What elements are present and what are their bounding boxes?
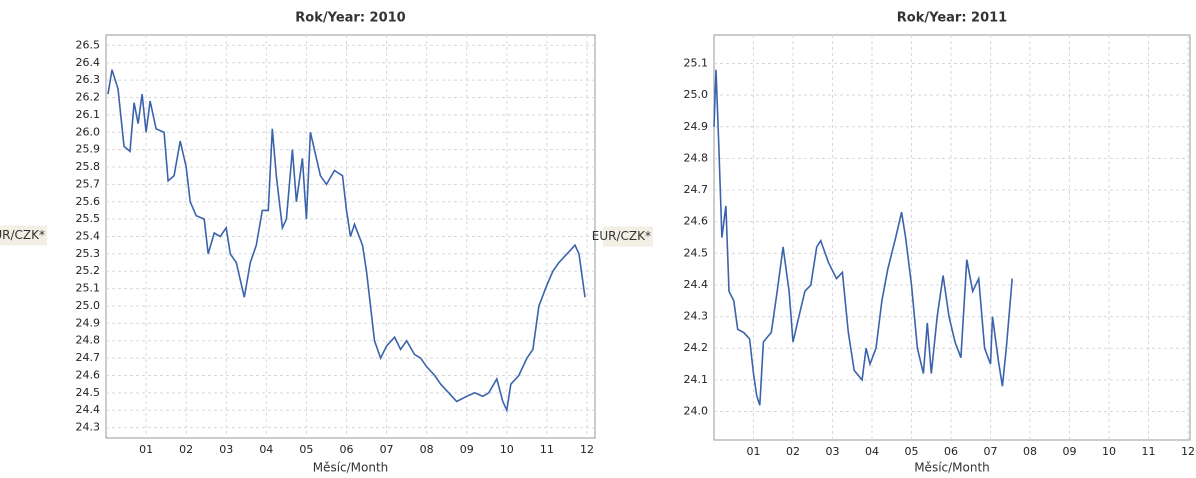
- y-tick-label: 25.1: [684, 56, 709, 69]
- x-tick-label: 09: [460, 443, 474, 456]
- y-tick-label: 25.9: [76, 143, 101, 156]
- x-tick-label: 01: [139, 443, 153, 456]
- y-tick-label: 24.7: [76, 351, 101, 364]
- x-tick-label: 09: [1063, 445, 1077, 458]
- x-tick-label: 10: [500, 443, 514, 456]
- data-line: [713, 69, 1013, 406]
- y-tick-label: 24.5: [76, 386, 101, 399]
- y-tick-label: 24.2: [684, 341, 709, 354]
- x-tick-label: 04: [865, 445, 879, 458]
- y-tick-label: 25.0: [684, 88, 709, 101]
- x-tick-label: 06: [944, 445, 958, 458]
- y-axis-title: EUR/CZK*: [592, 229, 651, 243]
- x-tick-label: 06: [339, 443, 353, 456]
- x-tick-label: 08: [1023, 445, 1037, 458]
- x-tick-label: 01: [747, 445, 761, 458]
- y-tick-label: 24.8: [76, 334, 101, 347]
- x-tick-label: 04: [259, 443, 273, 456]
- y-tick-label: 26.5: [76, 38, 101, 51]
- x-tick-label: 02: [786, 445, 800, 458]
- x-tick-label: 11: [540, 443, 554, 456]
- y-tick-label: 26.0: [76, 125, 101, 138]
- y-tick-label: 26.2: [76, 91, 101, 104]
- x-tick-label: 11: [1142, 445, 1156, 458]
- x-tick-label: 07: [984, 445, 998, 458]
- y-tick-label: 24.0: [684, 405, 709, 418]
- y-tick-label: 25.5: [76, 212, 101, 225]
- y-tick-label: 24.7: [684, 183, 709, 196]
- y-tick-label: 26.1: [76, 108, 101, 121]
- y-tick-label: 25.3: [76, 247, 101, 260]
- y-axis-title-bg: [0, 225, 47, 246]
- x-tick-label: 07: [380, 443, 394, 456]
- y-tick-label: 25.6: [76, 195, 101, 208]
- y-tick-label: 24.9: [76, 316, 101, 329]
- x-tick-label: 05: [905, 445, 919, 458]
- y-tick-label: 25.8: [76, 160, 101, 173]
- x-tick-label: 08: [420, 443, 434, 456]
- y-tick-label: 25.1: [76, 282, 101, 295]
- y-tick-label: 24.6: [684, 215, 709, 228]
- x-tick-label: 05: [299, 443, 313, 456]
- x-axis-title: Měsíc/Month: [313, 461, 389, 475]
- x-tick-label: 03: [826, 445, 840, 458]
- x-tick-label: 10: [1102, 445, 1116, 458]
- y-tick-label: 25.0: [76, 299, 101, 312]
- y-tick-label: 25.4: [76, 230, 101, 243]
- y-tick-label: 25.2: [76, 264, 101, 277]
- x-tick-label: 12: [580, 443, 594, 456]
- y-tick-label: 24.3: [76, 421, 101, 434]
- y-tick-label: 24.4: [76, 403, 101, 416]
- x-tick-label: 02: [179, 443, 193, 456]
- chart-title: Rok/Year: 2010: [295, 11, 405, 26]
- plot-area: [713, 34, 1191, 441]
- x-axis-title: Měsíc/Month: [914, 461, 990, 475]
- y-axis-title-bg: [603, 226, 653, 247]
- x-tick-label: 03: [219, 443, 233, 456]
- chart-title: Rok/Year: 2011: [897, 11, 1007, 26]
- y-tick-label: 24.4: [684, 278, 709, 291]
- y-tick-label: 24.9: [684, 120, 709, 133]
- y-tick-label: 24.5: [684, 246, 709, 259]
- data-line: [107, 69, 586, 413]
- y-tick-label: 26.3: [76, 73, 101, 86]
- y-tick-label: 24.1: [684, 373, 709, 386]
- y-axis-title: EUR/CZK*: [0, 228, 45, 242]
- y-tick-label: 24.6: [76, 368, 101, 381]
- y-tick-label: 24.3: [684, 310, 709, 323]
- y-tick-label: 26.4: [76, 56, 101, 69]
- y-tick-label: 25.7: [76, 177, 101, 190]
- x-tick-label: 12: [1181, 445, 1195, 458]
- y-tick-label: 24.8: [684, 151, 709, 164]
